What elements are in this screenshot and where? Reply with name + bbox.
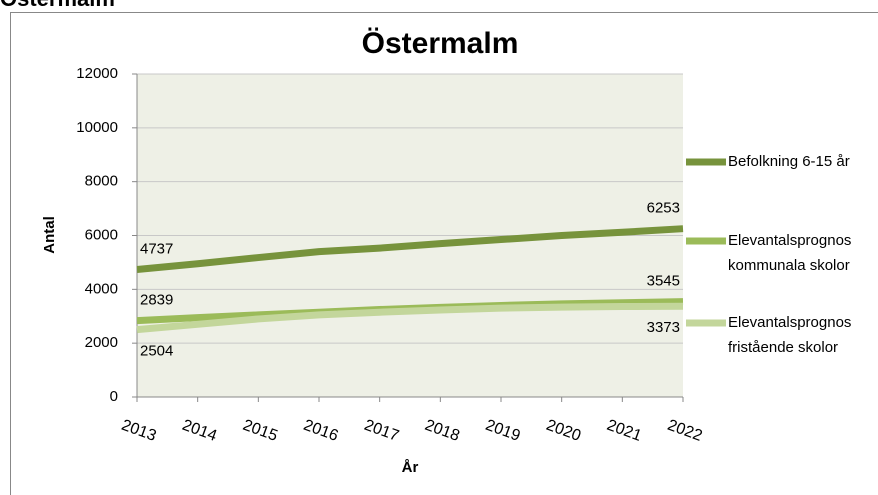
page-heading: Östermalm bbox=[0, 0, 115, 11]
y-tick-label: 12000 bbox=[76, 65, 118, 82]
data-label: 4737 bbox=[140, 240, 173, 257]
legend-label: Elevantalsprognos fristående skolor bbox=[728, 314, 856, 356]
y-tick-label: 0 bbox=[110, 388, 118, 405]
y-tick-label: 2000 bbox=[85, 334, 118, 351]
data-label: 3545 bbox=[647, 273, 680, 290]
legend-label: Befolkning 6-15 år bbox=[728, 153, 850, 170]
series-line bbox=[136, 302, 684, 334]
x-axis-label: År bbox=[402, 459, 419, 476]
y-tick-label: 10000 bbox=[76, 119, 118, 136]
chart-title: Östermalm bbox=[362, 27, 519, 60]
y-tick-label: 4000 bbox=[85, 280, 118, 297]
series-line bbox=[136, 225, 684, 273]
data-label: 6253 bbox=[647, 200, 680, 217]
data-label: 2504 bbox=[140, 343, 173, 360]
data-label: 2839 bbox=[140, 292, 173, 309]
y-tick-label: 8000 bbox=[85, 173, 118, 190]
y-tick-label: 6000 bbox=[85, 226, 118, 243]
legend-label: Elevantalsprognos kommunala skolor bbox=[728, 232, 856, 274]
data-label: 3373 bbox=[647, 319, 680, 336]
y-axis-label: Antal bbox=[41, 216, 58, 254]
